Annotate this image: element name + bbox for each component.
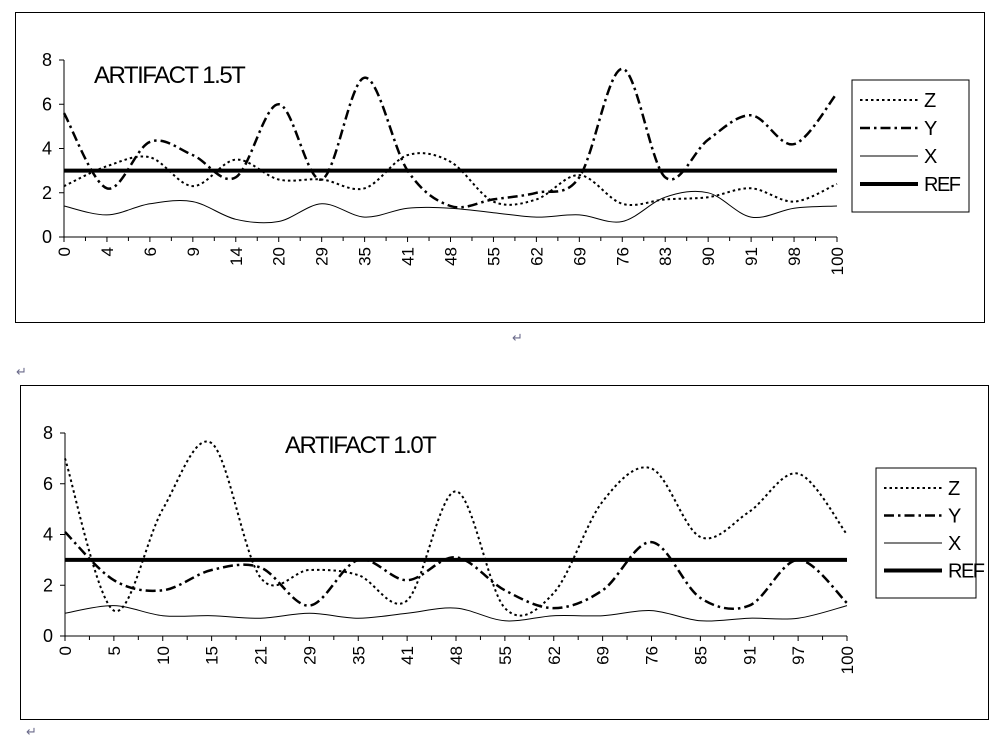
legend-label-x: X <box>948 533 961 555</box>
chart-panel-1p0t: 0 2 4 6 8 0 5 10 15 21 29 35 41 48 55 62 69 76 85 91 97 100 AR… <box>20 385 989 720</box>
series-line-y <box>62 67 838 209</box>
y-tick-label: 8 <box>43 423 53 443</box>
series-line-z <box>64 440 848 617</box>
y-tick-label: 6 <box>43 474 53 494</box>
x-tick-label: 100 <box>838 646 857 674</box>
y-tick-label: 8 <box>42 50 52 70</box>
x-tick-label: 41 <box>399 247 418 266</box>
x-tick-label: 35 <box>356 247 375 266</box>
x-tick-label: 21 <box>252 646 271 665</box>
series-line-y <box>64 531 848 610</box>
x-tick-label: 91 <box>740 646 759 665</box>
x-tick-label: 48 <box>442 247 461 266</box>
x-tick-label: 62 <box>527 247 546 266</box>
x-tick-label: 6 <box>141 247 160 256</box>
series-line-x <box>64 605 848 622</box>
legend-box <box>875 467 977 599</box>
legend-label-z: Z <box>924 90 936 112</box>
x-tick-label: 10 <box>154 646 173 665</box>
x-tick-label: 76 <box>613 247 632 266</box>
x-tick-label: 0 <box>55 247 74 256</box>
x-tick-label: 35 <box>349 646 368 665</box>
x-tick-label: 69 <box>570 247 589 266</box>
chart-title: ARTIFACT 1.5T <box>94 62 246 89</box>
x-tick-label: 69 <box>594 646 613 665</box>
x-tick-label: 91 <box>742 247 761 266</box>
paragraph-mark: ↵ <box>512 330 523 345</box>
x-tick-label: 15 <box>203 646 222 665</box>
x-tick-label: 41 <box>398 646 417 665</box>
x-tick-label: 85 <box>691 646 710 665</box>
x-tick-label: 62 <box>545 646 564 665</box>
series-line-x <box>63 190 838 224</box>
x-tick-label: 29 <box>300 646 319 665</box>
x-tick-label: 48 <box>447 646 466 665</box>
x-tick-label: 5 <box>105 646 124 655</box>
chart-svg: 0 2 4 6 8 0 5 10 15 21 29 35 41 48 55 62 69 76 85 91 97 100 AR… <box>43 423 986 674</box>
series-line-z <box>63 152 838 206</box>
y-tick-label: 2 <box>43 575 53 595</box>
legend-label-ref: REF <box>948 561 985 583</box>
paragraph-mark: ↵ <box>26 724 37 739</box>
x-tick-label: 14 <box>227 247 246 266</box>
x-tick-label: 100 <box>828 247 847 275</box>
x-tick-label: 98 <box>785 247 804 266</box>
y-tick-label: 0 <box>42 227 52 247</box>
x-tick-label: 29 <box>313 247 332 266</box>
x-tick-label: 83 <box>656 247 675 266</box>
y-tick-label: 4 <box>42 139 52 159</box>
x-tick-label: 97 <box>789 646 808 665</box>
y-tick-label: 0 <box>43 626 53 646</box>
y-tick-label: 2 <box>42 183 52 203</box>
x-tick-label: 90 <box>699 247 718 266</box>
legend-label-ref: REF <box>924 174 961 196</box>
x-tick-label: 20 <box>270 247 289 266</box>
x-tick-label: 55 <box>484 247 503 266</box>
y-tick-label: 4 <box>43 525 53 545</box>
paragraph-mark: ↵ <box>16 364 27 379</box>
x-tick-label: 0 <box>56 646 75 655</box>
x-tick-label: 4 <box>98 247 117 256</box>
legend-label-z: Z <box>948 478 960 500</box>
legend-label-y: Y <box>924 118 937 140</box>
x-tick-label: 9 <box>184 247 203 256</box>
legend-label-y: Y <box>948 506 961 528</box>
x-tick-label: 76 <box>643 646 662 665</box>
chart-panel-1p5t: 0 2 4 6 8 0 4 6 9 14 20 29 35 41 48 55 62 69 76 83 90 91 98 100… <box>15 12 985 323</box>
x-tick-label: 55 <box>496 646 515 665</box>
legend-box <box>851 79 970 213</box>
y-tick-label: 6 <box>42 94 52 114</box>
legend-label-x: X <box>924 146 937 168</box>
chart-title: ARTIFACT 1.0T <box>285 432 437 459</box>
